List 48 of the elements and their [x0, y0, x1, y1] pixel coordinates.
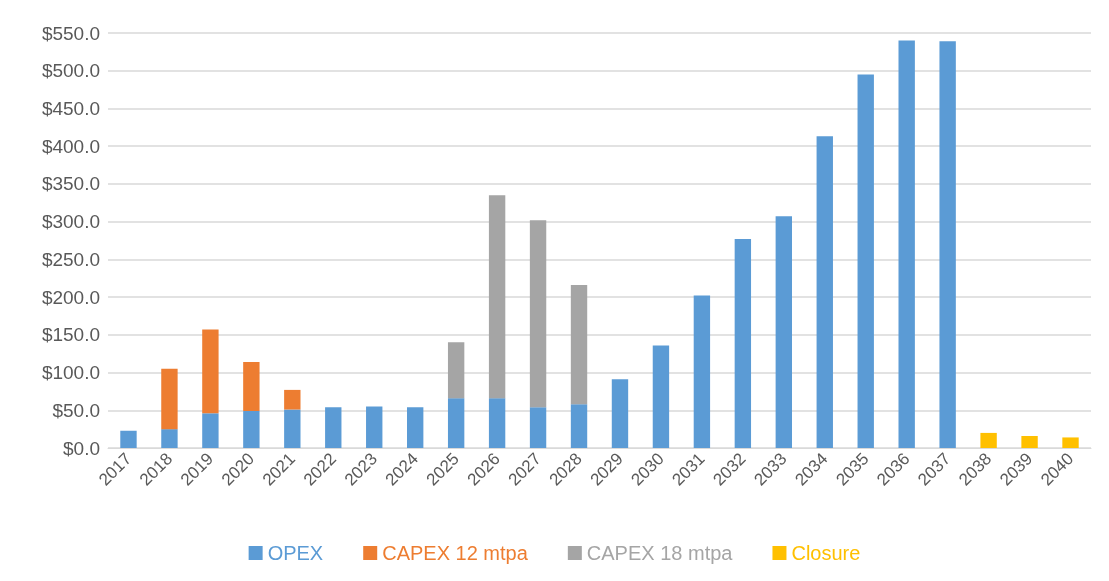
legend-label: OPEX	[267, 542, 324, 564]
y-tick-label: $450.0	[41, 97, 100, 119]
bar	[284, 389, 301, 410]
legend-label: CAPEX 18 mtpa	[586, 542, 734, 564]
bar	[243, 411, 260, 448]
bar	[570, 285, 588, 405]
y-tick-label: $250.0	[41, 248, 100, 270]
bar	[652, 345, 670, 448]
bar	[161, 429, 178, 448]
bar	[939, 41, 956, 448]
bar	[284, 409, 301, 448]
bar	[447, 342, 465, 399]
bar	[488, 195, 506, 399]
bar	[447, 398, 465, 448]
y-tick-label: $0.0	[63, 437, 100, 459]
bar	[243, 361, 260, 412]
bar	[816, 136, 833, 448]
y-tick-label: $50.0	[52, 399, 100, 421]
bar	[611, 379, 629, 448]
y-tick-label: $200.0	[41, 286, 100, 308]
bar	[775, 216, 792, 448]
bar	[857, 74, 874, 448]
bar	[120, 430, 137, 448]
y-tick-label: $100.0	[41, 362, 100, 384]
y-tick-label: $300.0	[41, 211, 100, 233]
bar	[202, 329, 219, 414]
bar	[1062, 437, 1079, 448]
bar	[734, 238, 752, 448]
y-tick-label: $150.0	[41, 324, 100, 346]
bar	[980, 432, 997, 448]
y-tick-label: $400.0	[41, 135, 100, 157]
bar	[161, 368, 178, 430]
legend-label: Closure	[791, 542, 861, 564]
bar	[1021, 435, 1038, 448]
bar	[529, 220, 547, 408]
bar	[898, 40, 915, 448]
y-tick-label: $350.0	[41, 173, 100, 195]
bar	[693, 295, 711, 448]
y-tick-label: $500.0	[41, 60, 100, 82]
bar	[529, 407, 547, 448]
legend-label: CAPEX 12 mtpa	[382, 542, 529, 564]
bar	[325, 407, 342, 448]
bar	[488, 398, 506, 448]
bar	[366, 406, 383, 448]
y-tick-label: $550.0	[41, 22, 100, 44]
bar	[202, 413, 219, 448]
bar	[407, 407, 424, 448]
bar	[570, 404, 588, 448]
